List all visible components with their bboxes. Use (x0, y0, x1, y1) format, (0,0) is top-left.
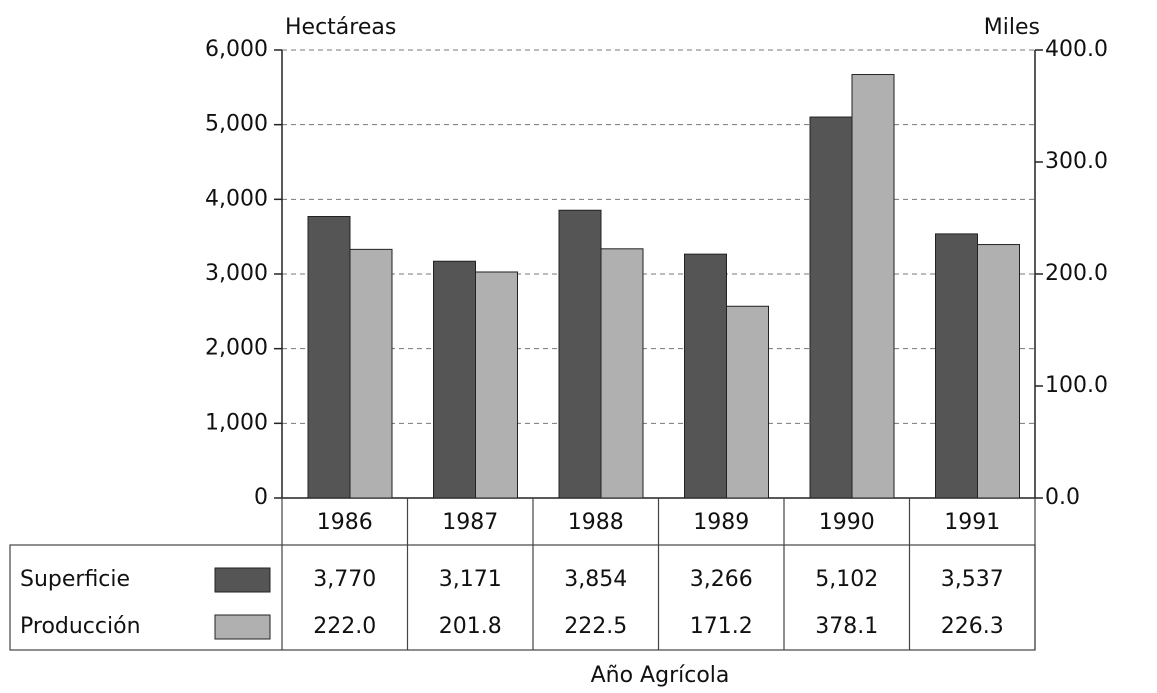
y-tick-label: 6,000 (205, 37, 268, 62)
bar (558, 209, 602, 499)
x-tick-label: 1988 (568, 510, 624, 535)
data-label: 3,770 (313, 567, 376, 592)
y2-tick-label: 200.0 (1045, 261, 1108, 286)
legend-swatch (214, 614, 271, 640)
bar (684, 253, 727, 499)
y-tick-label: 2,000 (205, 336, 268, 361)
bar (307, 216, 351, 499)
x-tick-label: 1991 (944, 510, 1000, 535)
bar (600, 248, 644, 499)
y2-tick-label: 300.0 (1045, 149, 1108, 174)
data-label: 222.5 (564, 614, 627, 639)
y-tick-label: 4,000 (205, 186, 268, 211)
y2-axis-label: Miles (984, 15, 1040, 40)
data-label: 226.3 (941, 614, 1004, 639)
legend-swatch (214, 567, 271, 593)
bar (935, 233, 978, 499)
y2-tick-label: 0.0 (1045, 485, 1080, 510)
data-label: 171.2 (690, 614, 753, 639)
y-tick-label: 5,000 (205, 112, 268, 137)
bar (809, 116, 853, 499)
data-label: 201.8 (439, 614, 502, 639)
y-tick-label: 1,000 (205, 410, 268, 435)
y-tick-label: 3,000 (205, 261, 268, 286)
bar (977, 244, 1020, 499)
legend-label: Superficie (20, 567, 130, 592)
legend-label: Producción (20, 614, 141, 639)
x-axis-label: Año Agrícola (591, 663, 730, 688)
x-tick-label: 1990 (819, 510, 875, 535)
data-label: 222.0 (313, 614, 376, 639)
y2-tick-label: 100.0 (1045, 373, 1108, 398)
data-label: 3,171 (439, 567, 502, 592)
bar (475, 271, 518, 499)
x-tick-label: 1986 (317, 510, 373, 535)
x-tick-label: 1987 (442, 510, 498, 535)
bar (726, 305, 769, 499)
data-label: 378.1 (815, 614, 878, 639)
table-frame (9, 544, 1036, 651)
data-label: 3,266 (690, 567, 753, 592)
x-tick-label: 1989 (693, 510, 749, 535)
data-label: 3,854 (564, 567, 627, 592)
y-tick-label: 0 (254, 485, 268, 510)
data-label: 5,102 (815, 567, 878, 592)
bar (851, 74, 895, 499)
y2-tick-label: 400.0 (1045, 37, 1108, 62)
data-label: 3,537 (941, 567, 1004, 592)
bar (433, 260, 476, 499)
bar (349, 248, 393, 499)
y-axis-label: Hectáreas (285, 15, 396, 40)
